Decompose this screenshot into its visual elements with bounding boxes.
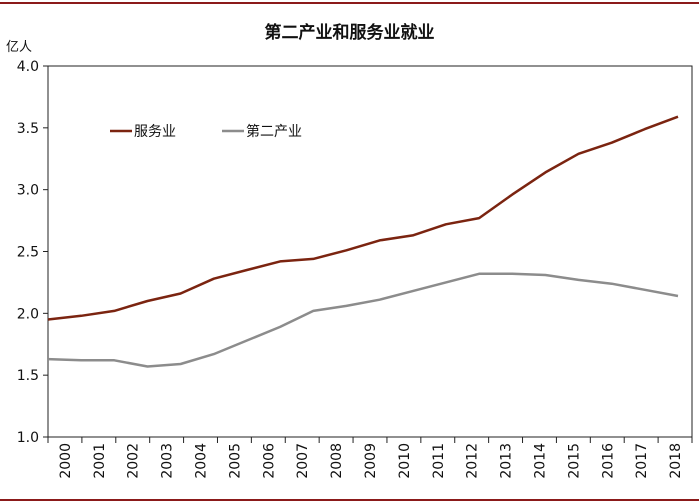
chart-title: 第二产业和服务业就业 [264,23,435,43]
x-tick-label: 2003 [160,443,176,479]
y-tick-label: 1.5 [17,368,39,384]
x-tick-label: 2005 [227,443,243,479]
x-tick-label: 2000 [58,443,74,479]
x-tick-label: 2011 [431,443,447,479]
x-tick-label: 2009 [363,443,379,479]
y-tick-label: 3.5 [17,121,39,137]
x-tick-label: 2008 [329,443,345,479]
series-line [47,115,679,321]
x-tick-label: 2006 [261,443,277,479]
y-tick-label: 3.0 [17,183,39,199]
legend-label: 服务业 [134,124,176,140]
x-tick-label: 2010 [397,443,413,479]
y-tick-label: 4.0 [17,59,39,75]
plot-area-border [47,65,693,438]
x-tick-label: 2014 [532,443,548,479]
x-tick-label: 2007 [295,443,311,479]
x-tick-label: 2004 [194,443,210,479]
y-tick-label: 1.0 [17,430,39,446]
y-tick-label: 2.5 [17,245,39,261]
x-tick-label: 2001 [92,443,108,479]
x-tick-label: 2013 [499,443,515,479]
x-tick-label: 2012 [465,443,481,479]
legend-label: 第二产业 [246,123,302,140]
y-tick-label: 2.0 [17,306,39,322]
series-line [47,272,679,368]
x-tick-label: 2002 [126,443,142,479]
bottom-rule [0,499,699,501]
x-tick-label: 2018 [668,443,684,479]
top-rule [0,2,699,4]
y-axis-unit-label: 亿人 [6,40,33,55]
x-tick-label: 2016 [600,443,616,479]
x-tick-label: 2015 [566,443,582,479]
x-tick-label: 2017 [634,443,650,479]
